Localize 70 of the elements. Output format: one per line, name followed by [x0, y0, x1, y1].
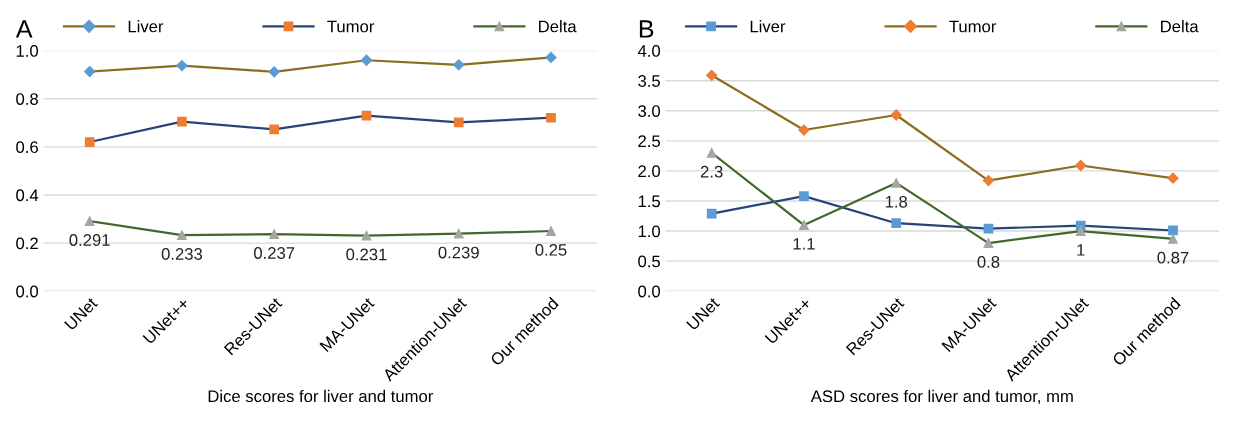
- point: [546, 112, 556, 123]
- point: [177, 230, 187, 240]
- legend-label: Liver: [750, 20, 786, 33]
- y-tick-label: 2.0: [638, 165, 661, 178]
- data-label: 0.239: [438, 246, 479, 259]
- y-tick-label: 0.6: [16, 141, 38, 154]
- point: [1167, 172, 1179, 184]
- point: [799, 220, 809, 230]
- point: [1075, 226, 1086, 236]
- data-label: 0.25: [535, 243, 567, 256]
- chart-title: A: [15, 20, 33, 38]
- y-tick-label: 3.0: [638, 105, 661, 117]
- point: [453, 59, 465, 71]
- legend-label: Tumor: [949, 20, 997, 33]
- point: [176, 59, 188, 72]
- point: [706, 148, 717, 158]
- point: [453, 228, 464, 239]
- point: [84, 65, 96, 78]
- y-tick-label: 0.5: [638, 255, 660, 268]
- legend-label: Liver: [128, 20, 164, 33]
- point: [1168, 234, 1178, 244]
- data-label: 0.8: [977, 256, 1000, 268]
- point: [891, 178, 902, 188]
- point: [983, 238, 994, 248]
- point: [361, 230, 372, 241]
- data-label: 0.237: [254, 247, 295, 259]
- data-label: 1: [1077, 244, 1085, 256]
- x-axis-title: Dice scores for liver and tumor: [208, 389, 434, 403]
- point: [890, 109, 902, 121]
- data-label: 0.233: [161, 248, 203, 260]
- y-tick-label: 0.0: [16, 285, 39, 298]
- point: [1168, 225, 1178, 236]
- point: [84, 216, 95, 227]
- y-tick-label: 1.0: [16, 45, 39, 57]
- y-tick-label: 1.5: [638, 195, 660, 208]
- data-label: 1.1: [793, 238, 815, 250]
- point: [1075, 159, 1087, 172]
- point: [706, 69, 718, 81]
- y-tick-label: 0.0: [638, 285, 661, 298]
- data-label: 0.231: [346, 248, 387, 261]
- x-axis-title: ASD scores for liver and tumor, mm: [810, 389, 1073, 405]
- point: [983, 223, 994, 234]
- y-tick-label: 0.4: [16, 189, 39, 202]
- y-tick-label: 3.5: [638, 75, 660, 87]
- point: [891, 218, 902, 229]
- legend-label: Tumor: [327, 20, 375, 33]
- point: [545, 51, 557, 63]
- point: [453, 117, 464, 128]
- data-label: 0.87: [1157, 251, 1189, 264]
- legend-label: Delta: [539, 20, 577, 33]
- point: [177, 116, 187, 127]
- point: [269, 229, 280, 240]
- point: [982, 174, 995, 187]
- point: [269, 124, 280, 135]
- point: [546, 226, 556, 236]
- point: [799, 191, 809, 202]
- legend-label: Delta: [1161, 20, 1199, 33]
- data-label: 2.3: [700, 165, 723, 178]
- point: [84, 137, 95, 147]
- point: [706, 208, 717, 219]
- data-label: 0.291: [69, 234, 110, 246]
- chart-title: B: [639, 20, 654, 38]
- y-tick-label: 0.2: [16, 237, 38, 250]
- y-tick-label: 2.5: [638, 135, 660, 148]
- y-tick-label: 0.8: [16, 93, 38, 105]
- point: [360, 54, 373, 66]
- y-tick-label: 1.0: [638, 225, 661, 238]
- y-tick-label: 4.0: [637, 45, 661, 57]
- data-label: 1.8: [885, 195, 908, 208]
- point: [268, 66, 280, 78]
